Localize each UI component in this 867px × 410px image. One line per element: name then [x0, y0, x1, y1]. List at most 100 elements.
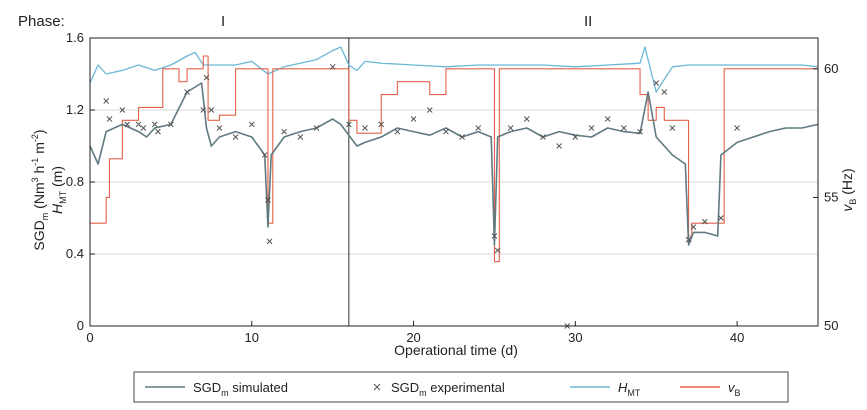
x-tick-label: 20: [406, 330, 420, 345]
exp-point: [734, 125, 740, 131]
exp-point: [426, 107, 433, 113]
svg-text:HMT (m): HMT (m): [49, 166, 68, 214]
exp-point: [232, 134, 239, 140]
exp-point: [265, 197, 271, 203]
exp-point-stroke: [313, 125, 320, 131]
exp-point: [168, 121, 174, 128]
exp-point-stroke: [491, 233, 498, 239]
exp-point: [362, 125, 368, 131]
exp-point: [394, 128, 401, 135]
exp-point: [208, 107, 215, 113]
exp-point: [329, 63, 336, 70]
x-tick-label: 0: [86, 330, 93, 345]
exp-point: [604, 116, 611, 122]
exp-point: [690, 224, 697, 230]
exp-point: [443, 128, 449, 135]
exp-point: [540, 134, 546, 140]
x-tick-label: 40: [730, 330, 744, 345]
legend-item: vB: [680, 380, 741, 398]
exp-point-stroke: [394, 128, 401, 135]
exp-point-stroke: [572, 134, 579, 140]
exp-point-stroke: [653, 80, 660, 86]
exp-point: [119, 107, 126, 113]
exp-point: [494, 247, 501, 254]
exp-point-stroke: [345, 121, 352, 128]
legend-swatch: [373, 383, 381, 391]
y-tick-left-label: 1.2: [66, 102, 84, 117]
exp-point-stroke: [184, 89, 190, 95]
legend-item: HMT: [570, 380, 641, 398]
legend-label: SGDm simulated: [193, 380, 288, 398]
x-tick-label: 10: [245, 330, 259, 345]
exp-point: [588, 125, 595, 131]
exp-point: [140, 125, 147, 131]
exp-point-stroke: [168, 121, 174, 128]
exp-point-stroke: [443, 128, 449, 135]
exp-point-stroke: [507, 125, 514, 131]
exp-point-stroke: [410, 116, 417, 122]
exp-point-stroke: [261, 152, 268, 158]
exp-point: [475, 125, 482, 131]
plot-frame: [89, 37, 819, 327]
exp-point-stroke: [588, 125, 595, 131]
exp-point: [459, 134, 465, 140]
legend-label: vB: [728, 380, 741, 398]
exp-point-stroke: [266, 238, 273, 245]
series-layer: [89, 46, 819, 329]
exp-point: [410, 116, 417, 122]
y-tick-left-label: 1.6: [66, 30, 84, 45]
exp-point-stroke: [426, 107, 433, 113]
exp-point: [685, 236, 692, 243]
exp-point: [669, 125, 676, 131]
exp-point-stroke: [232, 134, 239, 140]
exp-point-stroke: [106, 116, 113, 122]
exp-point: [507, 125, 514, 131]
y-tick-right-label: 60: [824, 61, 838, 76]
exp-point-stroke: [103, 98, 110, 104]
exp-point-stroke: [690, 224, 697, 230]
exp-point-stroke: [362, 125, 368, 131]
exp-point-stroke: [329, 63, 336, 70]
y-tick-left-label: 0.8: [66, 174, 84, 189]
exp-point: [572, 134, 579, 140]
exp-point: [124, 121, 131, 128]
exp-point: [216, 125, 223, 131]
exp-point-stroke: [556, 143, 563, 149]
y-tick-right-label: 55: [824, 189, 838, 204]
exp-point-stroke: [151, 121, 158, 128]
legend-box: [133, 371, 789, 403]
exp-point-stroke: [685, 236, 692, 243]
exp-point-stroke: [200, 107, 207, 113]
y-tick-right-label: 50: [824, 318, 838, 333]
exp-point-stroke: [621, 125, 627, 131]
exp-point-stroke: [637, 128, 643, 135]
phase-label: Phase:: [18, 13, 65, 30]
legend-label: HMT: [618, 380, 641, 398]
exp-point-stroke: [155, 128, 161, 135]
legend-label: SGDm experimental: [391, 380, 505, 398]
exp-point: [151, 121, 158, 128]
svg-text:vB (Hz): vB (Hz): [839, 168, 858, 211]
exp-point: [106, 116, 113, 122]
exp-point-stroke: [604, 116, 611, 122]
exp-point-stroke: [718, 215, 724, 221]
exp-point-stroke: [297, 134, 304, 140]
phase-II-label: II: [584, 13, 592, 30]
exp-point: [621, 125, 627, 131]
y-axis-left-label-2: HMT (m): [49, 166, 68, 214]
exp-point-stroke: [203, 74, 210, 81]
exp-point-stroke: [494, 247, 501, 254]
y-tick-left-label: 0.4: [66, 246, 84, 261]
exp-point-stroke: [119, 107, 126, 113]
exp-point-stroke: [734, 125, 740, 131]
x-tick-label: 30: [568, 330, 582, 345]
exp-point: [261, 152, 268, 158]
exp-point-stroke: [124, 121, 131, 128]
exp-point: [378, 121, 385, 128]
exp-point: [718, 215, 724, 221]
y-axis-left-label: SGDm (Nm3 h-1 m-2): [30, 129, 50, 250]
exp-point-stroke: [216, 125, 223, 131]
legend-item: SGDm simulated: [145, 380, 288, 398]
exp-point-stroke: [140, 125, 147, 131]
exp-point: [653, 80, 660, 86]
